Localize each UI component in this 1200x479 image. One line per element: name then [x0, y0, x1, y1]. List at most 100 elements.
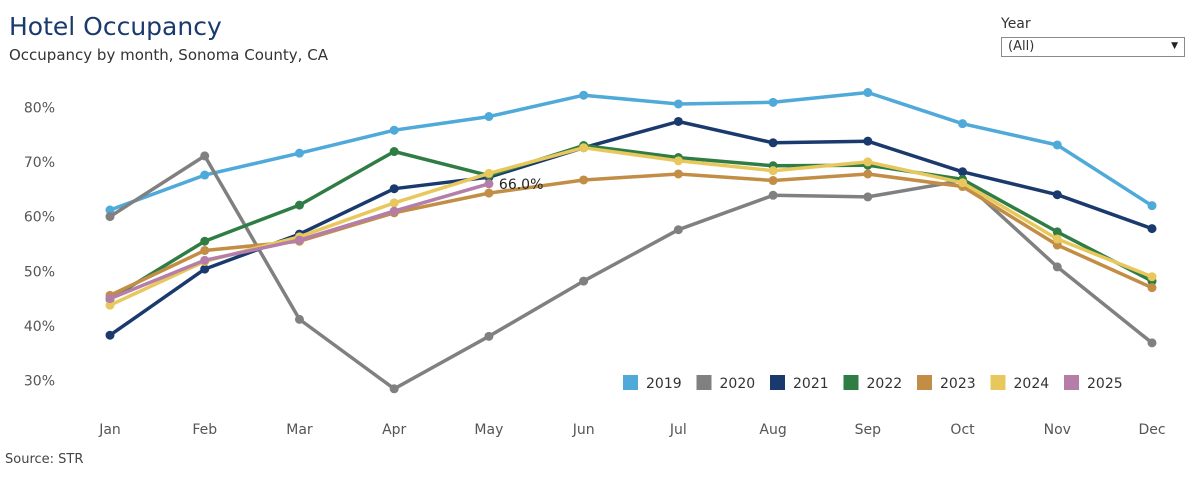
legend-swatch — [917, 375, 932, 390]
x-tick-label: Aug — [759, 422, 786, 438]
data-point-2024[interactable] — [105, 300, 115, 310]
year-filter-value: (All) — [1008, 39, 1035, 54]
data-point-2024[interactable] — [484, 168, 494, 178]
data-point-2024[interactable] — [389, 198, 399, 208]
dropdown-arrow-icon: ▼ — [1171, 41, 1178, 51]
data-point-2020[interactable] — [1052, 262, 1062, 272]
data-point-2021[interactable] — [958, 167, 968, 177]
legend-swatch — [1064, 375, 1079, 390]
data-point-2025[interactable] — [105, 294, 115, 304]
data-point-2019[interactable] — [484, 112, 494, 122]
data-point-2019[interactable] — [200, 170, 210, 180]
y-tick-label: 50% — [24, 264, 55, 280]
legend: 2019 2020 2021 2022 2023 2024 2025 — [623, 375, 1123, 392]
data-point-2019[interactable] — [1147, 201, 1157, 211]
y-tick-label: 60% — [24, 210, 55, 226]
data-point-2019[interactable] — [958, 119, 968, 129]
data-point-2020[interactable] — [200, 151, 210, 161]
data-point-2020[interactable] — [484, 331, 494, 341]
data-point-2021[interactable] — [1052, 190, 1062, 200]
data-point-2024[interactable] — [1147, 272, 1157, 282]
x-tick-label: Jun — [572, 422, 595, 438]
y-tick-label: 80% — [24, 100, 55, 116]
data-point-2019[interactable] — [105, 205, 115, 215]
data-point-2023[interactable] — [200, 245, 210, 255]
y-tick-label: 30% — [24, 374, 55, 390]
series-2020 — [105, 151, 1157, 394]
data-point-2021[interactable] — [105, 330, 115, 340]
data-point-2024[interactable] — [768, 166, 778, 176]
legend-item-2022[interactable]: 2022 — [843, 375, 903, 392]
chart-title: Hotel Occupancy — [9, 12, 222, 41]
occupancy-line-chart: 30% 40% 50% 60% 70% 80% Jan Feb Mar Apr May Jun Jul A… — [24, 88, 1166, 438]
legend-swatch — [770, 375, 785, 390]
series-line-2019 — [108, 90, 1154, 212]
x-tick-label: Mar — [286, 422, 313, 438]
legend-swatch — [623, 375, 638, 390]
data-point-2020[interactable] — [105, 212, 115, 222]
x-tick-label: Feb — [192, 422, 217, 438]
legend-item-2020[interactable]: 2020 — [696, 375, 756, 392]
data-point-2019[interactable] — [768, 97, 778, 107]
data-point-2021[interactable] — [863, 136, 873, 146]
year-filter-dropdown[interactable]: (All) ▼ — [1001, 37, 1185, 57]
data-point-2020[interactable] — [579, 276, 589, 286]
data-point-2022[interactable] — [200, 236, 210, 246]
chart-subtitle: Occupancy by month, Sonoma County, CA — [9, 46, 328, 64]
data-point-2021[interactable] — [200, 264, 210, 274]
data-point-2024[interactable] — [1052, 234, 1062, 244]
series-2019 — [105, 88, 1157, 215]
data-point-2025[interactable] — [389, 206, 399, 216]
data-point-2021[interactable] — [673, 116, 683, 126]
data-point-2023[interactable] — [484, 188, 494, 198]
data-point-2020[interactable] — [1147, 338, 1157, 348]
series-2024 — [105, 143, 1157, 310]
source-note: Source: STR — [5, 452, 84, 467]
data-point-2023[interactable] — [863, 169, 873, 179]
data-point-2024[interactable] — [863, 157, 873, 167]
data-point-2019[interactable] — [579, 90, 589, 100]
legend-item-2024[interactable]: 2024 — [990, 375, 1050, 392]
data-point-2020[interactable] — [768, 190, 778, 200]
data-point-2022[interactable] — [1052, 227, 1062, 237]
legend-label: 2023 — [940, 376, 976, 392]
data-point-2024[interactable] — [579, 143, 589, 153]
data-point-2019[interactable] — [294, 148, 304, 158]
legend-item-2021[interactable]: 2021 — [770, 375, 829, 392]
annotation-layer: 66.0% — [499, 177, 543, 193]
data-point-2020[interactable] — [863, 192, 873, 202]
data-label: 66.0% — [499, 177, 543, 193]
series-line-2024 — [108, 145, 1154, 307]
data-point-2023[interactable] — [579, 175, 589, 185]
data-point-2023[interactable] — [768, 176, 778, 186]
data-point-2019[interactable] — [389, 125, 399, 135]
data-point-2020[interactable] — [673, 225, 683, 235]
data-point-2024[interactable] — [673, 156, 683, 166]
data-point-2020[interactable] — [389, 384, 399, 394]
data-point-2019[interactable] — [673, 99, 683, 109]
data-point-2025[interactable] — [294, 235, 304, 245]
x-tick-label: Jul — [669, 422, 687, 438]
data-point-2019[interactable] — [863, 88, 873, 98]
legend-label: 2025 — [1087, 376, 1123, 392]
data-point-2022[interactable] — [389, 147, 399, 157]
legend-label: 2020 — [720, 376, 756, 392]
legend-item-2023[interactable]: 2023 — [917, 375, 976, 392]
series-line-2020 — [108, 154, 1154, 391]
data-point-2020[interactable] — [294, 314, 304, 324]
series-2025 — [105, 179, 494, 304]
data-point-2021[interactable] — [768, 138, 778, 148]
data-point-2023[interactable] — [673, 169, 683, 179]
data-point-2024[interactable] — [958, 178, 968, 188]
data-point-2021[interactable] — [1147, 224, 1157, 234]
data-point-2021[interactable] — [389, 184, 399, 194]
legend-item-2019[interactable]: 2019 — [623, 375, 682, 392]
data-point-2025[interactable] — [484, 179, 494, 189]
legend-label: 2021 — [793, 376, 829, 392]
data-point-2019[interactable] — [1052, 140, 1062, 150]
data-point-2022[interactable] — [294, 200, 304, 210]
legend-item-2025[interactable]: 2025 — [1064, 375, 1123, 392]
data-point-2023[interactable] — [1147, 283, 1157, 293]
data-point-2025[interactable] — [200, 255, 210, 265]
x-tick-label: Nov — [1044, 422, 1071, 438]
